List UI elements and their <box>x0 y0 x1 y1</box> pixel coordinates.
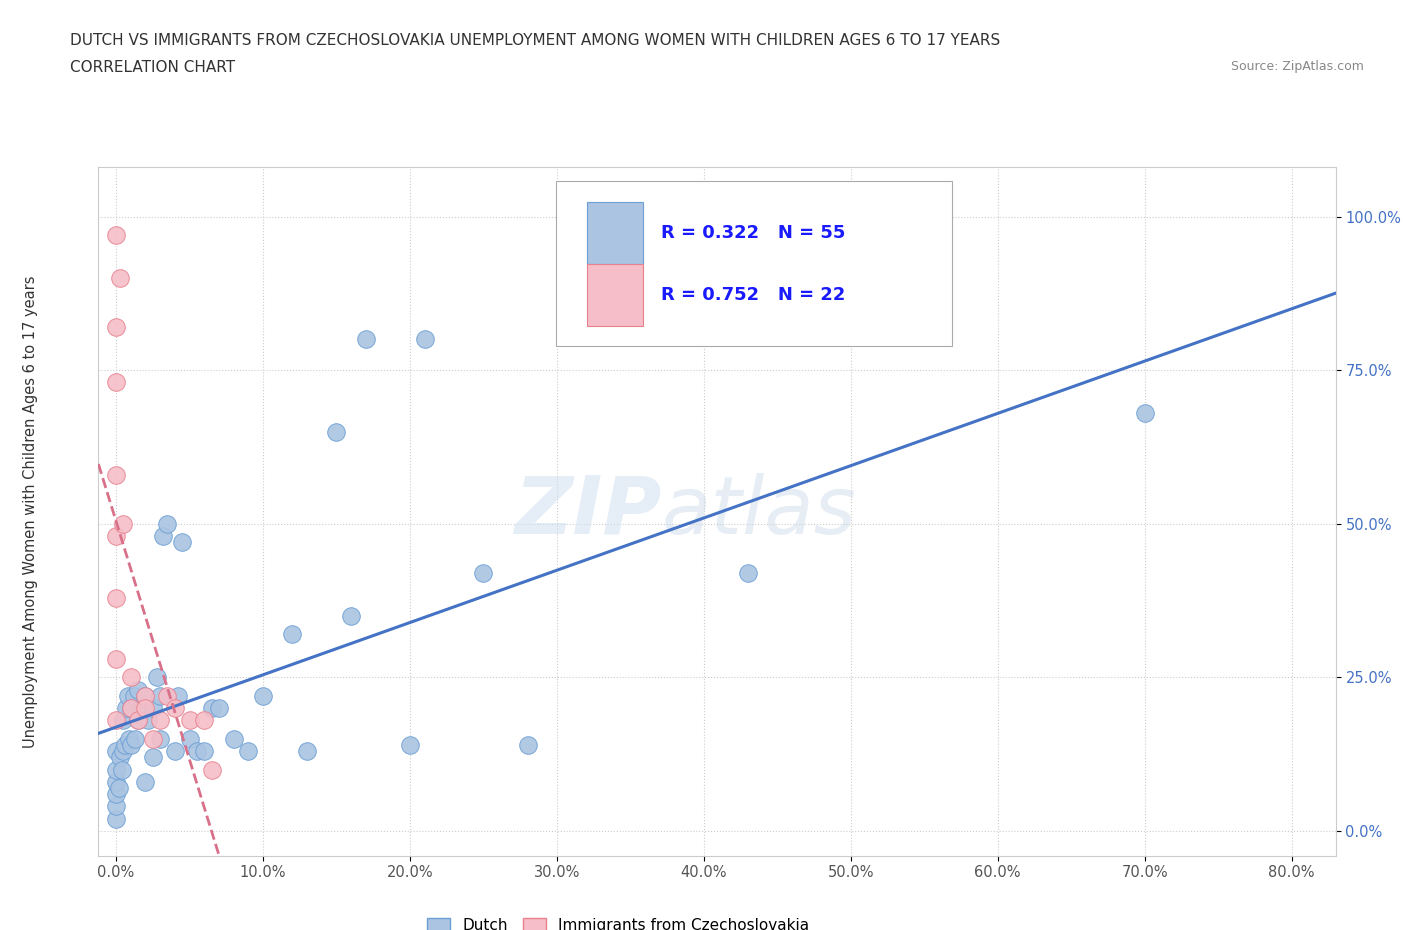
Text: R = 0.752   N = 22: R = 0.752 N = 22 <box>661 286 846 304</box>
Point <box>179 713 201 728</box>
Point <box>138 713 160 728</box>
Point <box>112 744 135 759</box>
Point <box>105 528 128 543</box>
Point <box>105 787 128 802</box>
Point <box>149 713 172 728</box>
Point <box>115 700 138 715</box>
Point <box>118 731 141 746</box>
Point <box>413 332 436 347</box>
Point <box>105 744 128 759</box>
Point <box>131 700 153 715</box>
Point <box>105 652 128 667</box>
Point <box>222 731 245 746</box>
Point <box>142 731 165 746</box>
Point <box>105 713 128 728</box>
Point <box>112 516 135 531</box>
Point <box>200 700 222 715</box>
Point <box>163 744 186 759</box>
Point <box>134 688 156 703</box>
Point <box>193 713 215 728</box>
Point <box>105 375 128 390</box>
Point <box>105 591 128 605</box>
Point <box>295 744 318 759</box>
Point <box>156 688 179 703</box>
Point <box>120 670 142 684</box>
FancyBboxPatch shape <box>557 181 952 346</box>
Point <box>281 627 304 642</box>
Point <box>122 688 145 703</box>
Point <box>105 228 128 243</box>
Point <box>325 424 347 439</box>
Point <box>200 763 222 777</box>
Point <box>105 811 128 826</box>
Point <box>399 737 422 752</box>
Point <box>252 688 274 703</box>
Point <box>127 683 149 698</box>
Point <box>156 516 179 531</box>
Text: atlas: atlas <box>661 472 856 551</box>
Point <box>134 700 156 715</box>
Point <box>152 528 174 543</box>
Bar <box>588 202 643 264</box>
Point <box>129 700 152 715</box>
Point <box>110 271 132 286</box>
Point <box>472 565 495 580</box>
Point <box>120 700 142 715</box>
Point <box>354 332 377 347</box>
Text: R = 0.322   N = 55: R = 0.322 N = 55 <box>661 224 846 242</box>
Point <box>149 688 172 703</box>
Point <box>134 688 156 703</box>
Point <box>120 737 142 752</box>
Text: Unemployment Among Women with Children Ages 6 to 17 years: Unemployment Among Women with Children A… <box>24 275 38 748</box>
Point <box>105 775 128 790</box>
Point <box>114 737 136 752</box>
Point <box>108 780 131 795</box>
Point <box>186 744 208 759</box>
Point <box>146 670 169 684</box>
Point <box>112 713 135 728</box>
Point <box>105 467 128 482</box>
Point <box>163 700 186 715</box>
Point <box>737 565 759 580</box>
Point <box>127 713 149 728</box>
Point <box>117 688 139 703</box>
Point <box>105 320 128 335</box>
Bar <box>588 264 643 326</box>
Point <box>149 731 172 746</box>
Point <box>127 713 149 728</box>
Point <box>105 763 128 777</box>
Point <box>134 775 156 790</box>
Point <box>340 608 363 623</box>
Point <box>193 744 215 759</box>
Point <box>208 700 231 715</box>
Point <box>142 750 165 764</box>
Point <box>172 535 194 550</box>
Legend: Dutch, Immigrants from Czechoslovakia: Dutch, Immigrants from Czechoslovakia <box>420 911 815 930</box>
Point <box>105 799 128 814</box>
Point <box>142 700 165 715</box>
Point <box>124 731 146 746</box>
Point <box>516 737 538 752</box>
Text: DUTCH VS IMMIGRANTS FROM CZECHOSLOVAKIA UNEMPLOYMENT AMONG WOMEN WITH CHILDREN A: DUTCH VS IMMIGRANTS FROM CZECHOSLOVAKIA … <box>70 33 1001 47</box>
Text: ZIP: ZIP <box>515 472 661 551</box>
Point <box>179 731 201 746</box>
Point <box>238 744 260 759</box>
Text: CORRELATION CHART: CORRELATION CHART <box>70 60 235 75</box>
Point <box>111 763 134 777</box>
Point <box>1133 405 1156 420</box>
Point <box>110 750 132 764</box>
Point <box>166 688 188 703</box>
Text: Source: ZipAtlas.com: Source: ZipAtlas.com <box>1230 60 1364 73</box>
Point <box>120 700 142 715</box>
